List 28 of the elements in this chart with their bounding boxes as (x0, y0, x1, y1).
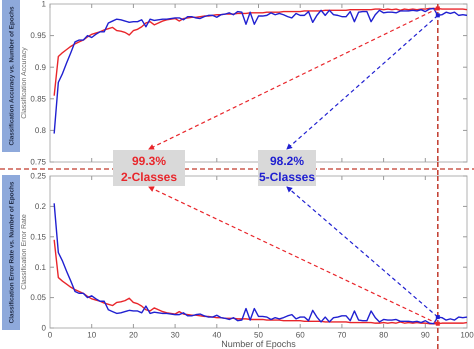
y-tick-label: 0.75 (30, 158, 47, 167)
x-tick-label: 60 (296, 330, 306, 340)
y-tick-label: 0.8 (34, 126, 47, 135)
y-tick-label: 0.2 (34, 202, 47, 211)
y-tick-label: 1 (42, 0, 47, 9)
x-tick-label: 100 (460, 330, 474, 340)
annotation: 99.3% (132, 154, 166, 168)
y-tick-label: 0 (42, 324, 47, 333)
y-tick-label: 0.15 (30, 232, 47, 242)
y-tick-label: 0.85 (30, 94, 47, 104)
y-tick-label: 0.25 (30, 172, 47, 181)
x-tick-label: 40 (212, 330, 222, 340)
x-tick-label: 90 (420, 330, 430, 340)
x-axis-title: Number of Epochs (221, 339, 296, 349)
y-tick-label: 0.9 (34, 62, 47, 72)
y-tick-label: 0.95 (30, 31, 47, 40)
y-tick-label: 0.1 (34, 262, 47, 272)
x-tick-label: 20 (128, 330, 138, 340)
x-tick-label: 0 (48, 330, 53, 340)
x-tick-label: 50 (254, 330, 264, 340)
y-tick-label: 0.05 (30, 293, 47, 302)
text: 5-Classes (258, 170, 316, 184)
text: 2-Classes (120, 170, 178, 184)
x-tick-label: 70 (337, 330, 347, 340)
x-tick-label: 30 (170, 330, 180, 340)
x-tick-label: 10 (87, 330, 97, 340)
annotation: 98.2% (270, 154, 304, 168)
x-tick-label: 80 (379, 330, 389, 340)
